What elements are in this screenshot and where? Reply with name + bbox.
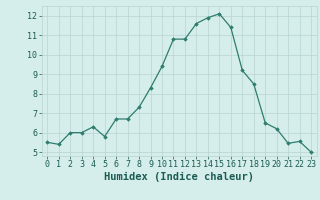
X-axis label: Humidex (Indice chaleur): Humidex (Indice chaleur)	[104, 172, 254, 182]
